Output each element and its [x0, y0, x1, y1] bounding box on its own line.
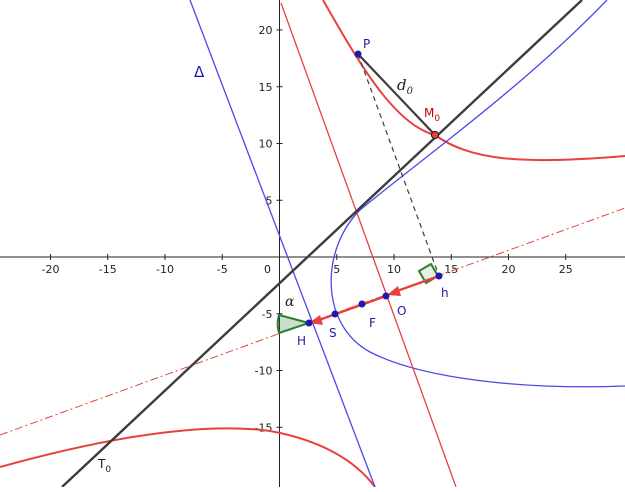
point-h-lower[interactable]	[435, 272, 443, 280]
point-f[interactable]	[358, 300, 366, 308]
label-d0: d0	[397, 76, 414, 97]
label-o: O	[397, 304, 406, 318]
label-p: P	[363, 37, 370, 51]
label-t0: T0	[97, 457, 111, 475]
x-tick-label: -15	[99, 263, 117, 276]
y-axis-ticks: 20 15 10 5 -5 -10 -15	[255, 24, 283, 434]
point-m0[interactable]	[430, 130, 440, 140]
point-s[interactable]	[331, 310, 339, 318]
red-curve-upper	[322, 0, 625, 162]
label-f: F	[369, 316, 376, 330]
points	[305, 50, 443, 327]
label-h-upper: H	[297, 334, 306, 348]
label-delta: Δ	[194, 63, 205, 81]
x-axis-ticks: -20 -15 -10 -5 0 5 10 15 20 25	[42, 254, 573, 276]
point-p[interactable]	[354, 50, 362, 58]
dashed-segment-p-h	[357, 53, 440, 277]
label-h-lower: h	[441, 286, 449, 300]
y-tick-label: -5	[262, 308, 273, 321]
x-tick-label: 10	[387, 263, 401, 276]
labels: P M0 d0 Δ h O F S H α T0	[97, 37, 449, 475]
vector-h-to-o	[387, 274, 440, 296]
y-tick-label: 5	[266, 194, 273, 207]
angle-alpha-marker	[276, 313, 313, 335]
x-tick-label: 20	[502, 263, 516, 276]
y-tick-label: 10	[259, 138, 273, 151]
tangent-line-t0	[61, 0, 583, 488]
x-tick-label: -5	[217, 263, 228, 276]
delta-line	[189, 0, 376, 488]
x-tick-label: -10	[156, 263, 174, 276]
point-h-upper[interactable]	[305, 319, 313, 327]
red-line-steep	[280, 2, 457, 488]
segment-p-m0	[357, 53, 436, 136]
vector-o-to-h	[309, 294, 387, 325]
red-curve-lower	[0, 427, 376, 488]
label-m0: M0	[424, 106, 440, 124]
y-tick-label: 15	[259, 81, 273, 94]
x-tick-label: -20	[42, 263, 60, 276]
y-tick-label: -15	[255, 421, 273, 434]
y-tick-label: -10	[255, 365, 273, 378]
y-tick-label: 20	[259, 24, 273, 37]
point-o[interactable]	[382, 292, 390, 300]
blue-curve	[330, 0, 625, 388]
label-s: S	[329, 326, 337, 340]
x-tick-label: 5	[333, 263, 340, 276]
x-tick-label: 25	[559, 263, 573, 276]
label-alpha: α	[285, 294, 295, 310]
x-tick-label: 0	[264, 263, 271, 276]
